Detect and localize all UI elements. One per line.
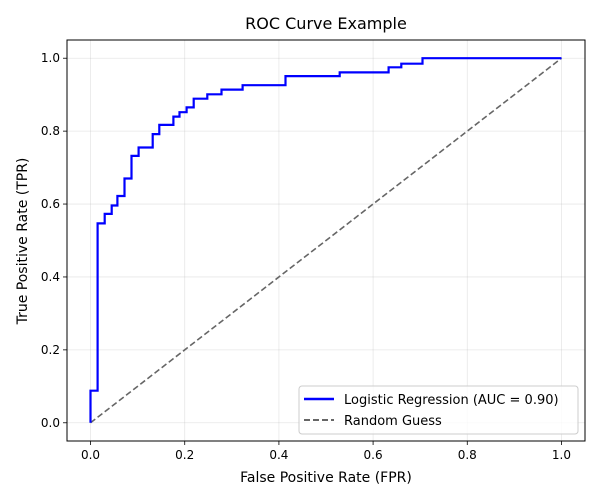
y-axis-label: True Positive Rate (TPR) [15, 158, 31, 326]
plot-frame [66, 39, 586, 442]
legend-label-random: Random Guess [344, 414, 442, 429]
roc-curve-line [89, 57, 562, 423]
y-tick-label: 0.4 [41, 270, 60, 284]
series-layer [89, 57, 562, 424]
x-tick-label: 0.2 [175, 448, 194, 462]
y-tick-label: 0.2 [41, 343, 60, 357]
y-tick-label: 0.6 [41, 197, 60, 211]
x-tick-label: 1.0 [552, 448, 571, 462]
y-tick-label: 0.0 [41, 416, 60, 430]
random-guess-line [90, 57, 562, 424]
legend-box [298, 385, 579, 435]
x-tick-label: 0.6 [364, 448, 383, 462]
y-tick-label: 0.8 [41, 124, 60, 138]
legend: Logistic Regression (AUC = 0.90) Random … [298, 385, 579, 435]
ticks: 0.0 0.2 0.4 0.6 0.8 1.0 0.0 0.2 0.4 0.6 0.8 1.0 [41, 51, 571, 462]
legend-label-logistic: Logistic Regression (AUC = 0.90) [344, 393, 559, 408]
x-tick-label: 0.4 [269, 448, 288, 462]
y-tick-label: 1.0 [41, 51, 60, 65]
grid [67, 40, 585, 441]
x-tick-label: 0.8 [458, 448, 477, 462]
x-axis-label: False Positive Rate (FPR) [240, 470, 412, 486]
chart-title: ROC Curve Example [245, 14, 407, 33]
x-tick-label: 0.0 [81, 448, 100, 462]
